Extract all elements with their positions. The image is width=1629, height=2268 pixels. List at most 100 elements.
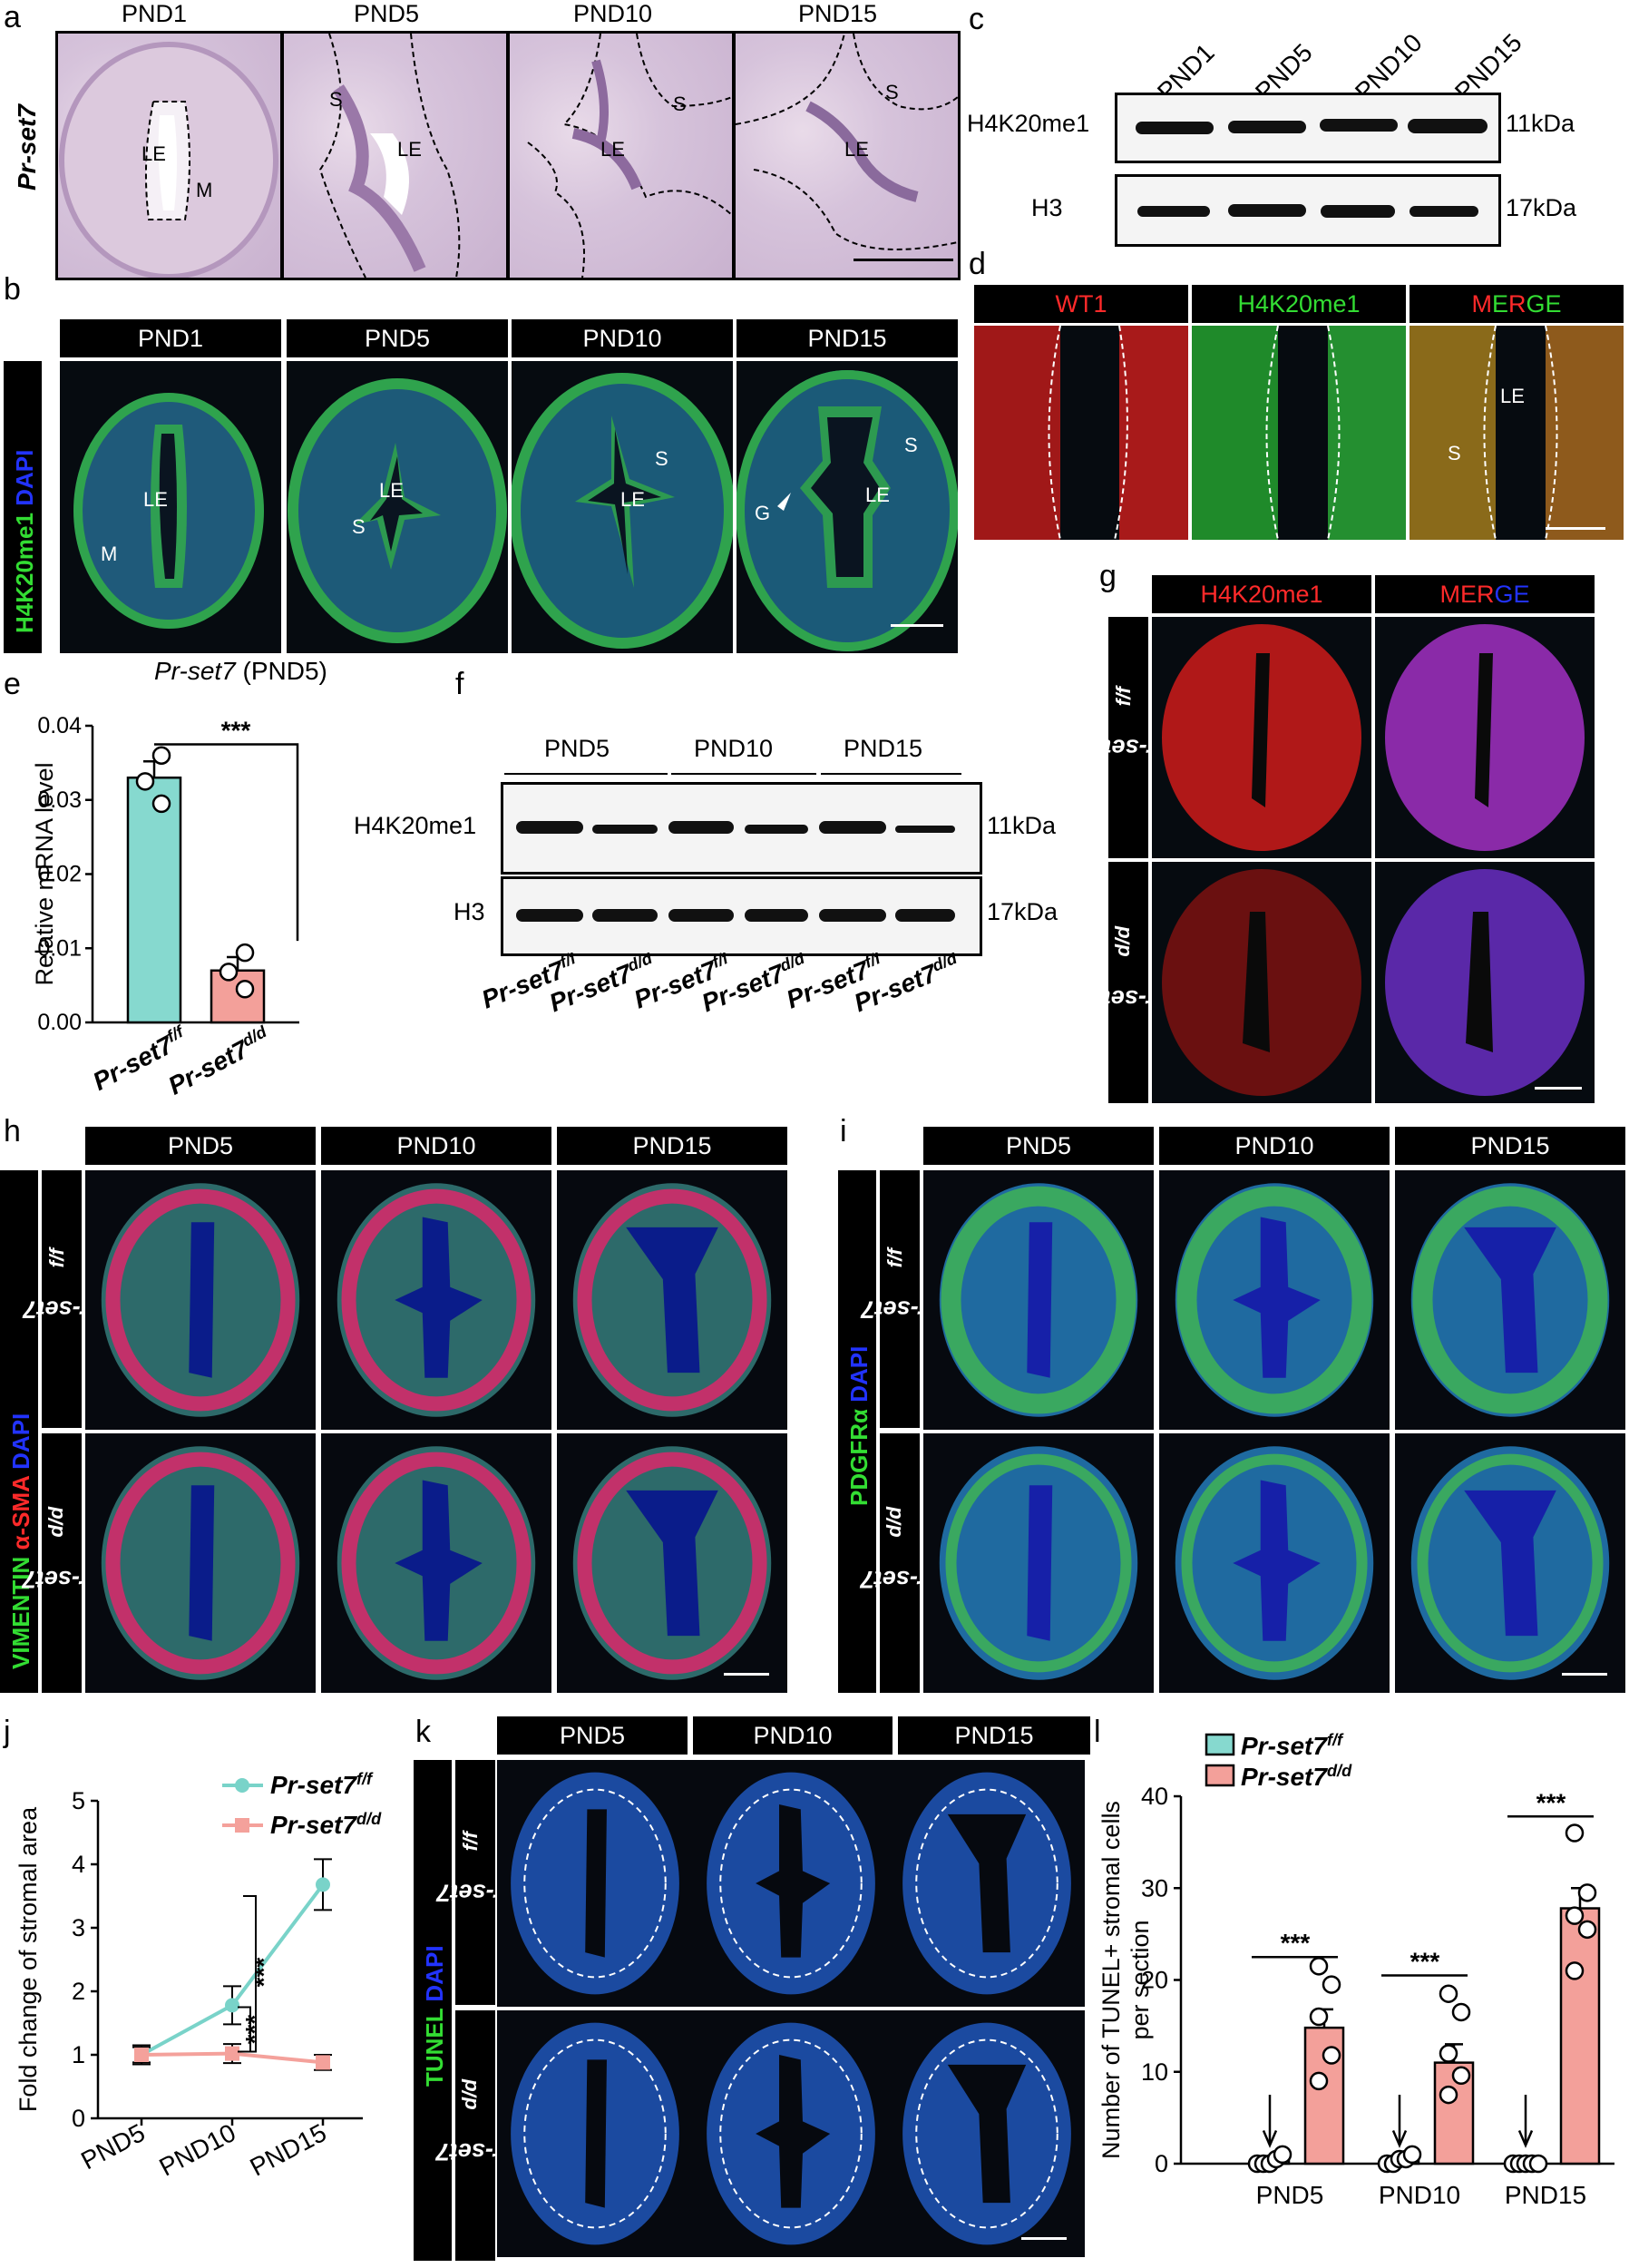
western-blot-h4k20me1 xyxy=(1115,93,1501,163)
data-point xyxy=(1565,1961,1585,1980)
uterine-lumen xyxy=(1027,1485,1053,1641)
timepoint-header: PND1 xyxy=(60,319,281,357)
data-point xyxy=(1273,2145,1292,2165)
uterine-lumen xyxy=(947,1813,1027,1953)
ish-image-pnd15: S LE xyxy=(733,31,961,280)
ish-image-pnd10: LE S xyxy=(507,31,735,280)
muscle-layer xyxy=(341,1188,532,1412)
panel-letter: k xyxy=(415,1715,431,1749)
legend-marker xyxy=(235,1818,249,1833)
stain-legend-bar: TUNEL DAPI xyxy=(414,1760,452,2261)
protein-label: H3 xyxy=(1031,194,1063,221)
group-label: PND5 xyxy=(544,735,610,762)
group-label: PND10 xyxy=(694,735,774,762)
gene-label: Pr-set7 xyxy=(13,104,41,191)
panel-letter: c xyxy=(969,2,984,36)
bar-chart-mrna: 0.00 0.01 0.02 0.03 0.04 Relative mRNA level *… xyxy=(31,713,299,1100)
timepoint-header: PND5 xyxy=(85,1127,316,1165)
stain-legend-bar: PDGFRα DAPI xyxy=(838,1170,876,1693)
y-tick-label: 5 xyxy=(72,1787,85,1814)
timepoint-header: PND15 xyxy=(736,319,958,357)
y-tick-label: 0 xyxy=(72,2105,85,2132)
blot-band xyxy=(516,909,583,922)
arrow-head xyxy=(1517,2130,1534,2148)
timepoint-header: PND15 xyxy=(557,1127,787,1165)
s-label: S xyxy=(352,515,366,538)
muscle-layer xyxy=(577,1452,767,1675)
genotype-label: Pr-set7d/d xyxy=(270,1810,382,1839)
timepoint-header: PND5 xyxy=(287,319,508,357)
data-point xyxy=(151,746,171,765)
significance-label: *** xyxy=(1281,1929,1311,1957)
data-point xyxy=(316,1877,330,1892)
row-label-ff: Pr-set7f/f xyxy=(1089,617,1173,858)
y-tick-label: 0.01 xyxy=(37,935,82,961)
blot-band xyxy=(895,826,955,833)
if-image-ff-red xyxy=(1152,617,1371,858)
data-point xyxy=(235,943,255,963)
blot-band xyxy=(1320,119,1398,132)
western-blot-h3 xyxy=(1115,174,1501,247)
data-point xyxy=(1577,1883,1597,1902)
uterine-lumen xyxy=(189,1222,215,1378)
outline-dashed xyxy=(523,1788,667,1979)
scale-bar xyxy=(891,624,943,627)
if-image-dd-red xyxy=(1152,862,1371,1103)
microscopy-image xyxy=(1395,1433,1625,1693)
uterine-lumen xyxy=(756,2054,831,2208)
x-tick-label: PND5 xyxy=(1256,2181,1324,2209)
significance-bracket xyxy=(154,743,299,942)
if-image-pnd1: LE M xyxy=(60,361,281,653)
genotype-label: Pr-set7d/d xyxy=(1241,1762,1352,1791)
protein-label: H3 xyxy=(454,898,485,925)
genotype-label: Pr-set7f/f xyxy=(270,1770,374,1799)
channel-header: H4K20me1 xyxy=(1152,575,1371,613)
outline-dashed xyxy=(719,2038,863,2229)
y-tick-label: 0.00 xyxy=(37,1010,82,1035)
channel-header-merge: MERGE xyxy=(1410,285,1624,323)
microscopy-image xyxy=(889,2010,1085,2257)
if-image-pnd10: S LE xyxy=(512,361,733,653)
timepoint-header: PND5 xyxy=(497,1716,688,1755)
significance-bracket xyxy=(238,2006,251,2053)
timepoint-header: PND5 xyxy=(923,1127,1154,1165)
data-point xyxy=(235,979,255,999)
size-label: 11kDa xyxy=(1506,110,1575,137)
blot-band xyxy=(1137,206,1210,217)
if-image-wt1 xyxy=(974,326,1188,540)
stain-legend-bar: VIMENTIN α-SMA DAPI xyxy=(0,1170,38,1693)
microscopy-image xyxy=(557,1433,787,1693)
data-point xyxy=(1528,2154,1548,2174)
blot-band xyxy=(668,909,734,922)
row-label-dd: Pr-set7d/d xyxy=(23,1433,106,1693)
row-label-dd: Pr-set7d/d xyxy=(1089,862,1173,1103)
y-tick-label: 30 xyxy=(1141,1874,1168,1901)
timepoint-header: PND10 xyxy=(1159,1127,1390,1165)
size-label: 17kDa xyxy=(1506,194,1577,221)
uterine-lumen xyxy=(626,1227,718,1374)
le-label: LE xyxy=(865,484,890,506)
y-tick-label: 40 xyxy=(1141,1783,1168,1810)
y-tick-label: 3 xyxy=(72,1914,85,1941)
bar xyxy=(1303,2026,1345,2165)
channel-header-merge: MERGE xyxy=(1375,575,1595,613)
microscopy-image xyxy=(693,2010,889,2257)
muscle-layer xyxy=(941,1186,1136,1414)
outline-dashed xyxy=(523,2038,667,2229)
blot-band xyxy=(1410,206,1478,217)
panel-letter: f xyxy=(455,667,464,701)
row-label-dd: Pr-set7d/d xyxy=(861,1433,944,1693)
microscopy-image xyxy=(923,1170,1154,1430)
data-point xyxy=(151,794,171,814)
data-point xyxy=(1322,1975,1341,1994)
size-label: 17kDa xyxy=(987,898,1058,925)
blot-band xyxy=(745,909,808,922)
size-label: 11kDa xyxy=(987,812,1057,839)
y-axis-label: per section xyxy=(1127,1920,1154,2039)
le-label: LE xyxy=(1500,385,1525,407)
ish-image-pnd1: LE M xyxy=(55,31,283,280)
muscle-layer xyxy=(577,1188,767,1412)
panel-letter: j xyxy=(4,1715,11,1749)
le-label: LE xyxy=(141,142,166,165)
if-image-merge: LE S xyxy=(1410,326,1624,540)
